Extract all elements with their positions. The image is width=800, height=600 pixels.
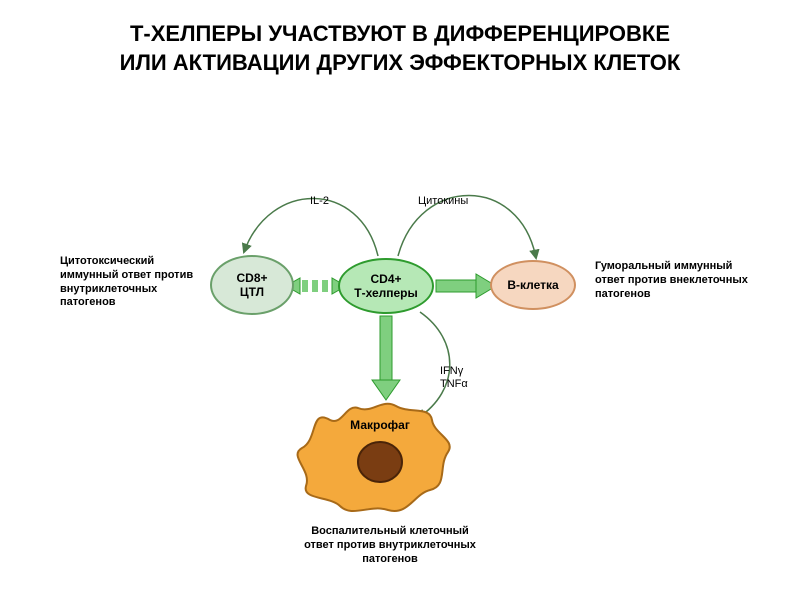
caption-left: Цитотоксический иммунный ответ против вн…: [60, 255, 193, 310]
node-cd8: CD8+ ЦТЛ: [210, 255, 294, 315]
cd4-label-1: CD4+: [370, 272, 401, 286]
label-il2: IL-2: [310, 195, 329, 207]
label-ifn-tnf: IFNγ TNFα: [440, 365, 468, 391]
label-cytokines: Цитокины: [418, 195, 468, 207]
node-bcell: В-клетка: [490, 260, 576, 310]
arrow-il2: [244, 198, 378, 256]
diagram-title: Т-ХЕЛПЕРЫ УЧАСТВУЮТ В ДИФФЕРЕНЦИРОВКЕ ИЛ…: [0, 20, 800, 77]
node-cd4: CD4+ Т-хелперы: [338, 258, 434, 314]
caption-right: Гуморальный иммунный ответ против внекле…: [595, 260, 748, 301]
title-line1: Т-ХЕЛПЕРЫ УЧАСТВУЮТ В ДИФФЕРЕНЦИРОВКЕ: [130, 21, 670, 46]
cd4-label-2: Т-хелперы: [354, 286, 418, 300]
bcell-label: В-клетка: [507, 278, 558, 292]
macrophage-nucleus: [358, 442, 402, 482]
arrow-cd4-macrophage: [372, 316, 400, 400]
cd8-label-1: CD8+: [236, 271, 267, 285]
arrow-cd4-bcell: [436, 274, 496, 298]
title-line2: ИЛИ АКТИВАЦИИ ДРУГИХ ЭФФЕКТОРНЫХ КЛЕТОК: [120, 50, 681, 75]
caption-bottom: Воспалительный клеточный ответ против вн…: [280, 525, 500, 566]
arrow-cd4-cd8: [286, 278, 346, 294]
cd8-label-2: ЦТЛ: [240, 285, 264, 299]
macrophage-label: Макрофаг: [310, 415, 450, 435]
